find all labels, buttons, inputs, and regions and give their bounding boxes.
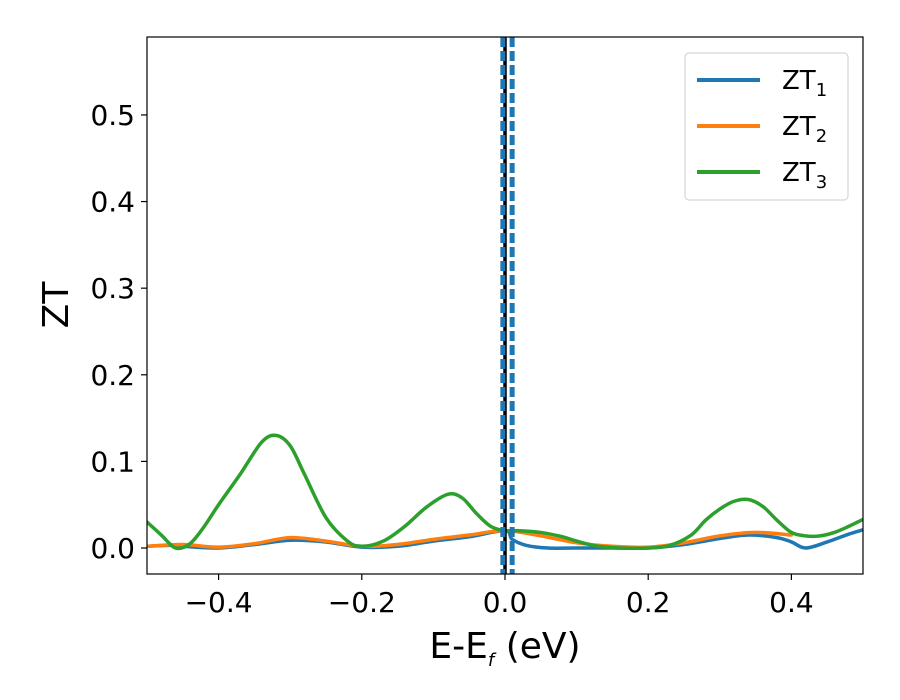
y-tick-label: 0.5	[90, 99, 135, 132]
y-tick-label: 0.3	[90, 272, 135, 305]
y-tick-label: 0.1	[90, 445, 135, 478]
y-tick-label: 0.0	[90, 532, 135, 565]
x-axis-ticks: −0.4 −0.2 0.0 0.2 0.4	[185, 574, 814, 619]
y-tick-label: 0.4	[90, 186, 135, 219]
x-tick-label: −0.4	[185, 586, 253, 619]
x-tick-label: 0.4	[769, 586, 814, 619]
legend-label-zt2: ZT2	[782, 112, 827, 147]
x-axis-label: E-Ef (eV)	[429, 626, 580, 671]
legend-label-zt3: ZT3	[782, 158, 827, 193]
x-tick-label: 0.2	[626, 586, 671, 619]
legend-label-zt1: ZT1	[782, 66, 827, 101]
x-tick-label: −0.2	[328, 586, 396, 619]
legend: ZT1 ZT2 ZT3	[684, 52, 849, 201]
series-line-zt2	[147, 528, 794, 550]
y-tick-label: 0.2	[90, 359, 135, 392]
plot-area	[147, 37, 863, 574]
y-axis-label: ZT	[36, 281, 77, 329]
plot-content	[147, 37, 863, 574]
x-tick-label: 0.0	[483, 586, 528, 619]
y-axis-ticks: 0.0 0.1 0.2 0.3 0.4 0.5	[90, 99, 147, 565]
legend-box	[684, 52, 849, 201]
